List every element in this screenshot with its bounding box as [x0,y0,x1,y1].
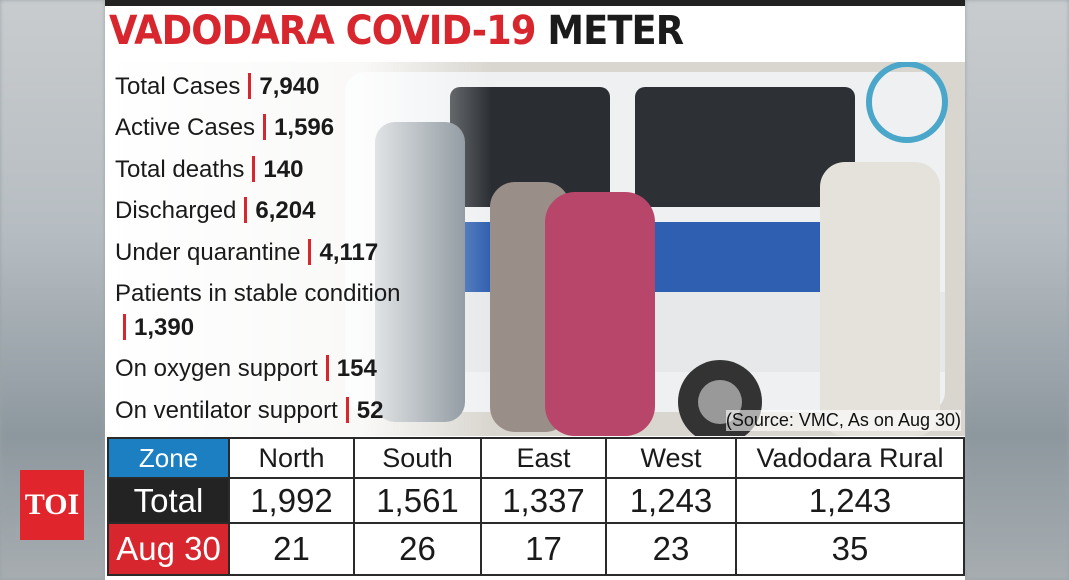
stat-label: Active Cases [115,114,256,142]
stat-value: 140 [263,155,304,183]
stat-row: Under quarantine 4,117 [115,236,415,270]
cell: 21 [228,522,355,576]
stat-value: 52 [356,396,384,424]
stat-label: Discharged [115,197,237,225]
stat-row: Total deaths 140 [115,153,415,187]
header-cell: North [228,437,355,479]
header-cell: West [605,437,737,479]
cell: 1,337 [480,477,607,524]
cell: 1,992 [228,477,355,524]
separator [325,355,329,382]
stat-value: 1,596 [274,114,335,142]
table-header: Zone North South East West Vadodara Rura… [107,437,965,479]
cell: 26 [353,522,482,576]
blurred-background [965,0,1069,580]
cell: 1,243 [735,477,965,524]
header-cell: East [480,437,607,479]
stat-label: Total deaths [115,155,245,183]
separator [263,114,267,141]
stat-label: On ventilator support [115,396,338,424]
stat-value: 154 [336,355,377,383]
title-red: VADODARA COVID-19 [109,8,536,54]
photo [105,62,965,436]
stat-label: Patients in stable condition [115,279,401,307]
header-cell: South [353,437,482,479]
separator [345,396,349,423]
stat-value: 6,204 [255,197,316,225]
cell: 1,243 [605,477,737,524]
cell: 23 [605,522,737,576]
stat-value: 1,390 [134,313,195,341]
cell: 35 [735,522,965,576]
title: VADODARA COVID-19 METER [109,8,684,54]
stat-row: On oxygen support 154 [115,352,415,386]
stat-label: Under quarantine [115,238,301,266]
source-note: (Source: VMC, As on Aug 30) [725,410,961,431]
stat-row: Patients in stable condition 1,390 [115,277,415,345]
separator [308,238,312,265]
table-row: Total 1,992 1,561 1,337 1,243 1,243 [107,477,965,524]
stat-row: Total Cases 7,940 [115,70,415,104]
cell: 1,561 [353,477,482,524]
header-cell: Vadodara Rural [735,437,965,479]
stat-label: Total Cases [115,73,241,100]
stat-row: Discharged 6,204 [115,194,415,228]
stat-row: On ventilator support 52 [115,394,415,428]
stat-row: Active Cases 1,596 [115,111,415,145]
stat-value: 7,940 [259,73,320,100]
top-bar [105,0,965,6]
cell: 17 [480,522,607,576]
separator [123,313,126,340]
separator [252,155,256,182]
zone-table: Zone North South East West Vadodara Rura… [107,437,965,576]
header-cell: Zone [107,437,230,479]
row-label: Aug 30 [107,522,230,576]
stat-value: 4,117 [319,238,379,266]
title-black: METER [547,8,684,54]
logo: TOI [20,470,84,540]
row-label: Total [107,477,230,524]
stat-label: On oxygen support [115,355,318,383]
stats-list: Total Cases 7,940 Active Cases 1,596 Total d… [115,70,415,435]
infographic: VADODARA COVID-19 METER Total Cases 7,940… [105,0,965,580]
separator [244,197,248,224]
table-row: Aug 30 21 26 17 23 35 [107,522,965,576]
separator [248,73,252,99]
